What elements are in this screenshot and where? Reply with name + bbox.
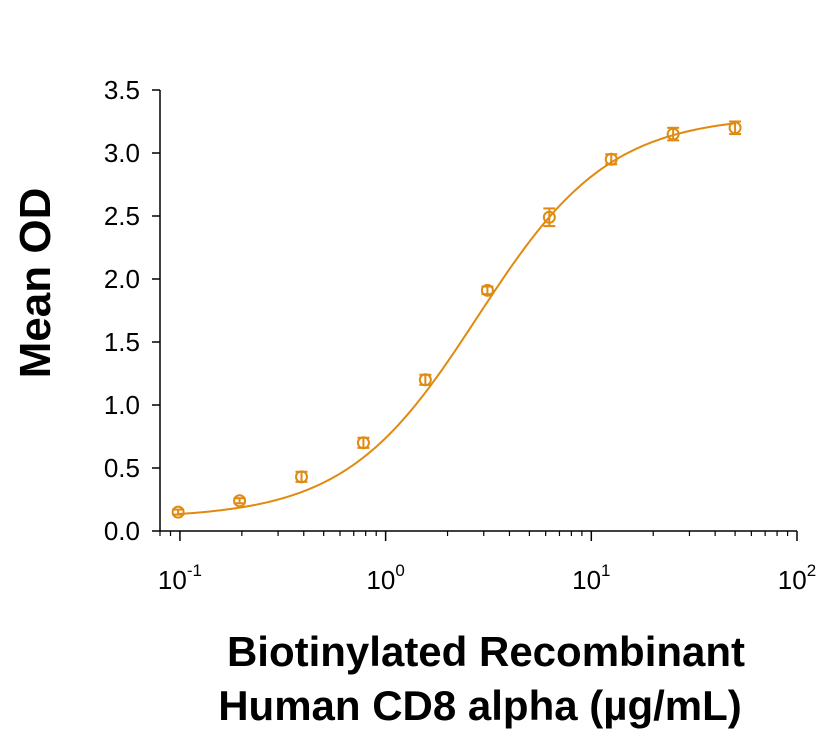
- x-tick-base: 10: [366, 565, 395, 595]
- plot-area: [171, 120, 742, 519]
- x-axis-title-line1: Biotinylated Recombinant: [227, 628, 745, 675]
- data-point: [418, 373, 432, 387]
- y-tick-label: 3.0: [104, 138, 140, 168]
- x-tick-exponent: -1: [187, 561, 202, 580]
- y-axis-title: Mean OD: [11, 188, 60, 379]
- x-tick-base: 10: [158, 565, 187, 595]
- data-point: [604, 152, 618, 166]
- y-axis: 0.0 0.5 1.0 1.5 2.0 2.5 3.0 3.5: [104, 75, 161, 546]
- x-tick-label: 10-1: [158, 561, 202, 595]
- y-tick-label: 0.0: [104, 516, 140, 546]
- data-point: [356, 436, 370, 450]
- x-axis: 10-1 100 101 102: [158, 530, 816, 595]
- x-tick-exponent: 0: [395, 561, 404, 580]
- y-tick-label: 1.5: [104, 327, 140, 357]
- x-tick-exponent: 1: [601, 561, 610, 580]
- x-tick-base: 10: [778, 565, 807, 595]
- data-point: [295, 470, 309, 484]
- data-point: [666, 127, 680, 141]
- x-tick-base: 10: [572, 565, 601, 595]
- data-point: [480, 283, 494, 297]
- x-tick-exponent: 2: [807, 561, 816, 580]
- x-tick-label: 100: [366, 561, 404, 595]
- y-tick-label: 3.5: [104, 75, 140, 105]
- data-point: [542, 210, 556, 224]
- x-tick-label: 102: [778, 561, 816, 595]
- y-tick-label: 2.5: [104, 201, 140, 231]
- fit-curve: [178, 122, 736, 516]
- data-point: [233, 494, 247, 508]
- y-tick-label: 0.5: [104, 453, 140, 483]
- y-tick-label: 2.0: [104, 264, 140, 294]
- data-point: [171, 505, 185, 519]
- data-point: [728, 121, 742, 135]
- x-axis-title-line2: Human CD8 alpha (µg/mL): [218, 682, 742, 729]
- y-tick-label: 1.0: [104, 390, 140, 420]
- x-tick-label: 101: [572, 561, 610, 595]
